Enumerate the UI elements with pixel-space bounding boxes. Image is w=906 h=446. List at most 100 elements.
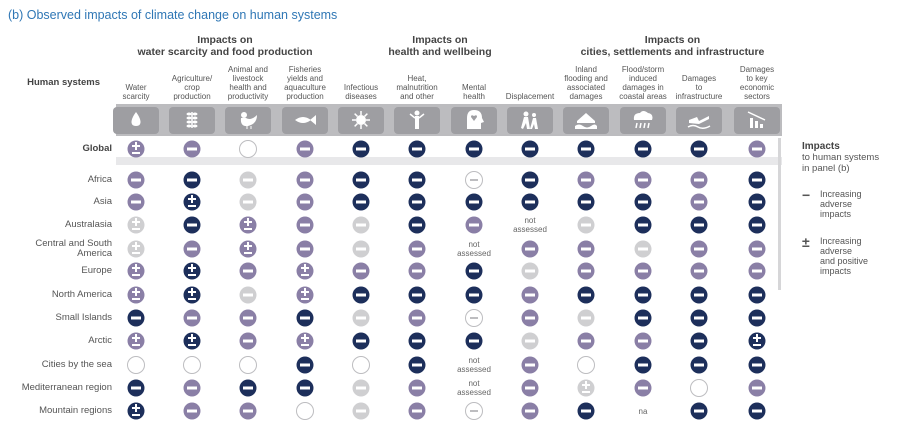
cell-minus-bar [581,178,591,182]
cell-minus-bar [752,147,762,151]
cell-minus-bar [525,339,535,343]
cell-plus-v [191,195,193,203]
cell-minus-bar [694,363,704,367]
cell-minus-bar [412,247,422,251]
cell-minus-bar [752,178,762,182]
icon-tile [507,107,553,134]
cell-plus-v [135,288,137,296]
cell-minus-bar [356,409,366,413]
cell-minus-bar [132,228,140,230]
cell-minus-bar [525,269,535,273]
cell-minus-bar [694,316,704,320]
cell-plus-v [135,404,137,412]
cell-minus-bar [581,409,591,413]
column-header: Mental health [461,83,486,101]
cell-minus-bar [581,269,591,273]
cell-minus-bar [581,339,591,343]
column-header: Displacement [505,92,555,101]
icon-tile [620,107,666,134]
cell-minus-bar [244,228,252,230]
cell-minus-bar [752,200,762,204]
row-label: Australasia [65,219,112,230]
row-label: Mountain regions [39,405,112,416]
row-label: Global [82,143,112,154]
cell-minus-bar [469,269,479,273]
cell-minus-bar [412,223,422,227]
cell-plus-v [304,264,306,272]
cell-minus-bar [187,223,197,227]
group-title-health: Impacts on health and wellbeing [388,34,492,58]
cell-minus-bar [752,316,762,320]
cell-minus-bar [188,205,196,207]
cell-minus-bar [300,223,310,227]
cell-minus-bar [525,147,535,151]
cell-minus-bar [694,200,704,204]
row-label: Cities by the sea [41,359,112,370]
legend: Impacts to human systems in panel (b) [802,141,879,174]
cell-minus-bar [525,363,535,367]
cell-minus-bar [187,147,197,151]
damaged-bridge-icon [687,116,711,130]
cell-minus-bar [525,386,535,390]
cell-minus-bar [243,316,253,320]
cell-minus-bar [244,252,252,254]
cell-minus-bar [638,223,648,227]
cell-minus-bar [525,409,535,413]
cell-plus-v [135,242,137,250]
cell-minus-bar [243,386,253,390]
cell-plus-v [135,334,137,342]
column-header: Inland flooding and associated damages [564,65,608,101]
cell-empty-circle [183,356,201,374]
cell-minus-bar [356,247,366,251]
cell-minus-bar [412,178,422,182]
cell-plus-v [135,218,137,226]
group-title-cities: Impacts on cities, settlements and infras… [580,34,765,58]
cell-minus-bar [356,200,366,204]
legend-adverse-label: Increasing adverse impacts [820,189,862,219]
cell-minus-bar [752,293,762,297]
cell-minus-bar [752,363,762,367]
cell-minus-bar [581,200,591,204]
cell-minus-bar [581,147,591,151]
cell-minus-bar [187,247,197,251]
column-header: Damages to key economic sectors [739,65,775,101]
cell-minus-bar [412,269,422,273]
cell-minus-bar [301,274,309,276]
cell-minus-bar [469,339,479,343]
cell-minus-bar [412,293,422,297]
cell-minus-bar [243,269,253,273]
cell-minus-bar [469,293,479,297]
row-label: North America [51,289,112,300]
panel-title: (b) Observed impacts of climate change o… [8,8,338,22]
cell-empty-circle [352,356,370,374]
cell-minus-bar [470,410,478,412]
cell-minus-bar [638,339,648,343]
cell-minus-bar [132,414,140,416]
cell-minus-bar [581,223,591,227]
cell-minus-bar [131,386,141,390]
cell-minus-bar [470,317,478,319]
cell-empty-circle [239,140,257,158]
cell-minus-bar [132,274,140,276]
cell-minus-bar [694,147,704,151]
cell-not-assessed: not assessed [457,379,491,397]
displaced-people-icon [521,111,538,129]
cell-plus-v [191,264,193,272]
cell-minus-bar [694,339,704,343]
cell-minus-bar [132,344,140,346]
cell-minus-bar [187,409,197,413]
cell-minus-bar [412,363,422,367]
cell-minus-bar [243,178,253,182]
cell-minus-bar [694,409,704,413]
cell-minus-bar [412,386,422,390]
cell-minus-bar [525,200,535,204]
cell-plus-v [135,264,137,272]
cell-minus-bar [356,293,366,297]
fish-icon [295,115,316,125]
cell-not-assessed: not assessed [513,216,547,234]
column-header: Infectious diseases [343,83,379,101]
heat-person-icon [409,110,425,129]
cell-minus-bar [188,298,196,300]
cell-minus-bar [638,247,648,251]
declining-bars-icon [747,111,766,128]
